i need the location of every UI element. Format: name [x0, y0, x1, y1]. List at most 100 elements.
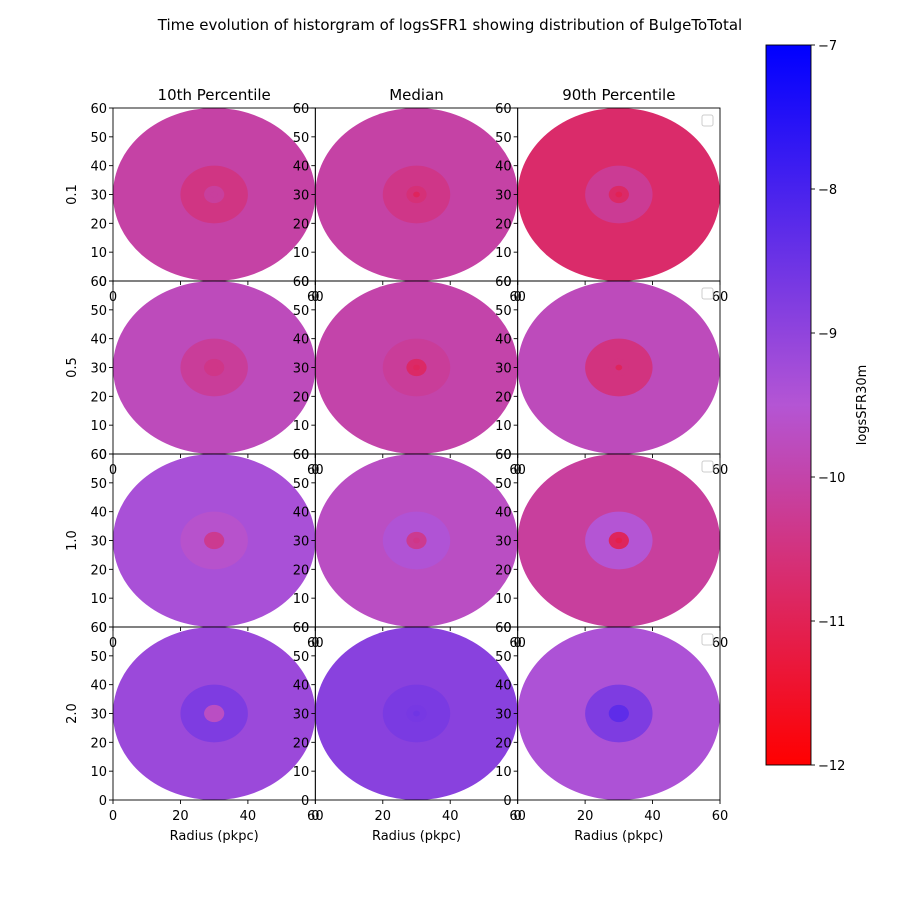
- y-tick-label: 20: [495, 563, 512, 578]
- colorbar-tick-label: −8: [818, 183, 837, 198]
- y-tick-label: 50: [495, 304, 512, 319]
- y-tick-label: 0: [503, 448, 511, 463]
- ring-4: [413, 537, 420, 544]
- y-tick-label: 60: [293, 102, 310, 117]
- y-tick-label: 30: [90, 189, 107, 204]
- colorbar-tick-label: −12: [818, 759, 845, 774]
- colorbar-tick-label: −9: [818, 327, 837, 342]
- x-tick-label: 0: [514, 809, 522, 824]
- y-tick-label: 60: [495, 275, 512, 290]
- ring-4: [210, 191, 218, 198]
- row-label: 0.1: [65, 184, 80, 205]
- y-tick-label: 0: [99, 275, 107, 290]
- row-label: 2.0: [65, 703, 80, 724]
- y-tick-label: 30: [495, 708, 512, 723]
- y-tick-label: 10: [293, 765, 310, 780]
- x-axis-label: Radius (pkpc): [372, 829, 461, 844]
- x-tick-label: 20: [172, 809, 189, 824]
- y-tick-label: 50: [293, 131, 310, 146]
- ring-4: [413, 364, 420, 371]
- y-tick-label: 60: [495, 621, 512, 636]
- y-tick-label: 40: [90, 679, 107, 694]
- legend-box: [701, 633, 714, 646]
- x-tick-label: 40: [240, 809, 257, 824]
- y-tick-label: 0: [503, 794, 511, 809]
- y-tick-label: 50: [293, 650, 310, 665]
- y-tick-label: 0: [99, 621, 107, 636]
- y-tick-label: 30: [90, 535, 107, 550]
- legend-box: [701, 460, 714, 473]
- y-tick-label: 40: [293, 333, 310, 348]
- legend-box: [701, 114, 714, 127]
- y-tick-label: 20: [90, 390, 107, 405]
- y-tick-label: 20: [90, 563, 107, 578]
- y-tick-label: 60: [293, 275, 310, 290]
- ring-4: [210, 537, 218, 544]
- y-tick-label: 60: [495, 448, 512, 463]
- colorbar-tick-label: −10: [818, 471, 845, 486]
- y-tick-label: 20: [495, 217, 512, 232]
- y-tick-label: 60: [495, 102, 512, 117]
- y-tick-label: 60: [90, 448, 107, 463]
- y-tick-label: 40: [495, 679, 512, 694]
- colorbar-tick-label: −11: [818, 615, 845, 630]
- ring-4: [615, 537, 623, 544]
- y-tick-label: 30: [293, 708, 310, 723]
- y-tick-label: 30: [495, 362, 512, 377]
- column-title: 90th Percentile: [562, 86, 675, 104]
- x-tick-label: 0: [109, 809, 117, 824]
- y-tick-label: 40: [90, 333, 107, 348]
- y-tick-label: 30: [293, 535, 310, 550]
- y-tick-label: 10: [90, 246, 107, 261]
- chart-title: Time evolution of historgram of logsSFR1…: [157, 16, 742, 34]
- y-tick-label: 20: [293, 736, 310, 751]
- y-tick-label: 10: [293, 246, 310, 261]
- y-tick-label: 20: [495, 736, 512, 751]
- y-tick-label: 30: [293, 189, 310, 204]
- y-tick-label: 60: [293, 448, 310, 463]
- y-tick-label: 50: [495, 131, 512, 146]
- ring-4: [615, 710, 623, 717]
- y-tick-label: 10: [293, 592, 310, 607]
- y-tick-label: 40: [495, 160, 512, 175]
- y-tick-label: 10: [495, 592, 512, 607]
- y-tick-label: 10: [90, 419, 107, 434]
- y-tick-label: 0: [301, 794, 309, 809]
- y-tick-label: 10: [495, 419, 512, 434]
- ring-4: [210, 710, 218, 717]
- y-tick-label: 40: [293, 160, 310, 175]
- colorbar-tick-label: −7: [818, 39, 837, 54]
- colorbar-gradient: [765, 44, 812, 766]
- legend-box: [701, 287, 714, 300]
- x-tick-label: 20: [577, 809, 594, 824]
- y-tick-label: 40: [293, 679, 310, 694]
- y-tick-label: 40: [90, 506, 107, 521]
- x-axis-label: Radius (pkpc): [574, 829, 663, 844]
- y-tick-label: 60: [90, 621, 107, 636]
- y-tick-label: 0: [301, 448, 309, 463]
- y-tick-label: 50: [90, 477, 107, 492]
- x-tick-label: 40: [442, 809, 459, 824]
- y-tick-label: 40: [495, 506, 512, 521]
- y-tick-label: 0: [99, 448, 107, 463]
- ring-4: [615, 191, 623, 198]
- colorbar: −12 −11 −10 −9 −8 −7 logsSFR30m: [765, 39, 870, 774]
- y-tick-label: 0: [301, 275, 309, 290]
- y-tick-label: 0: [99, 794, 107, 809]
- x-tick-label: 20: [375, 809, 392, 824]
- y-tick-label: 50: [293, 304, 310, 319]
- x-axis-label: Radius (pkpc): [170, 829, 259, 844]
- y-tick-label: 50: [90, 650, 107, 665]
- y-tick-label: 20: [293, 563, 310, 578]
- y-tick-label: 40: [495, 333, 512, 348]
